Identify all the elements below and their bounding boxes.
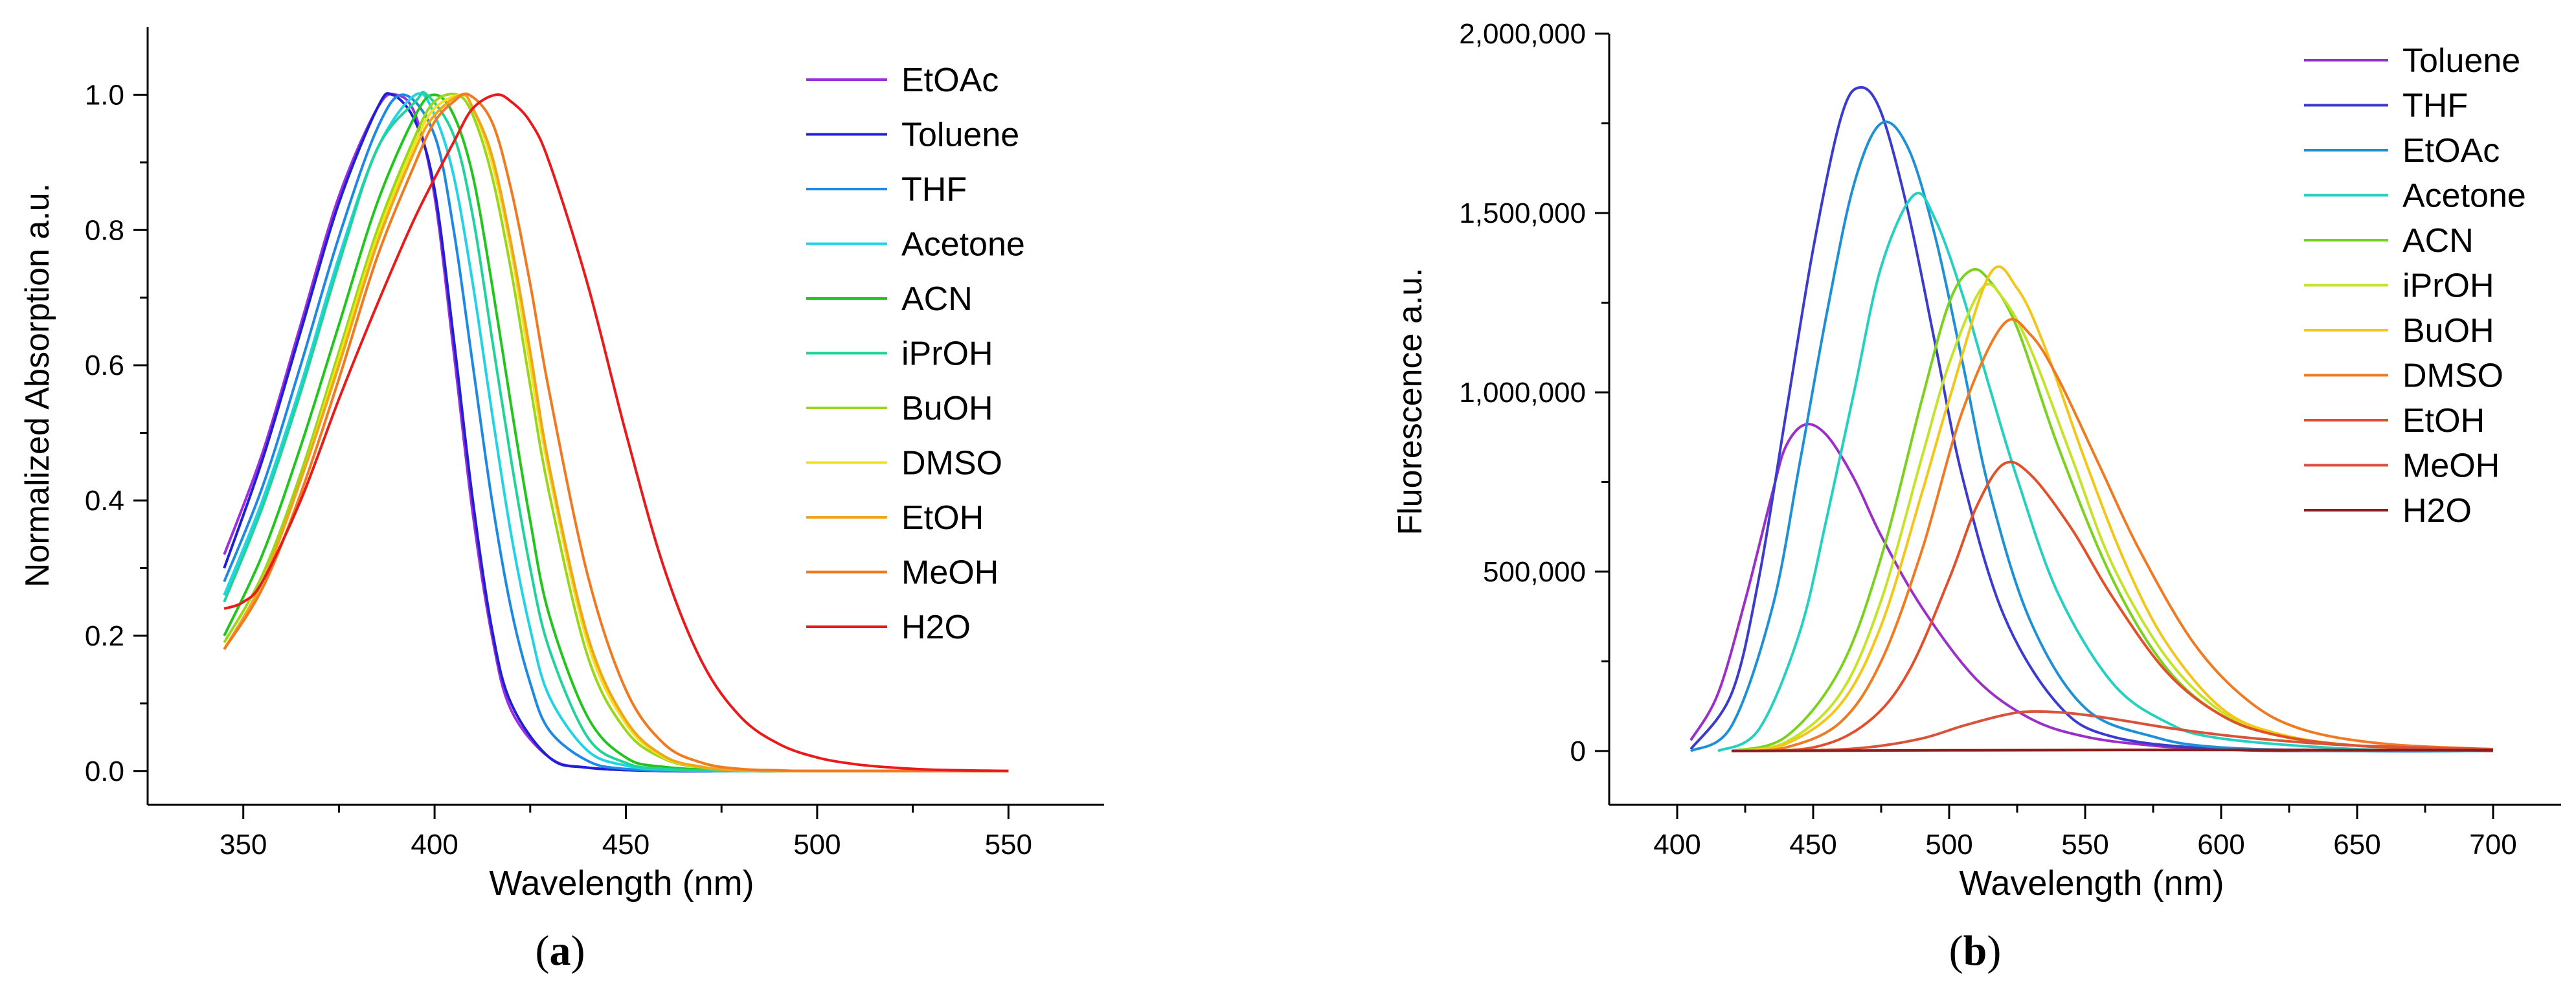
panel-b-series-meoh bbox=[1731, 710, 2494, 752]
panel-a-x-tick-label: 550 bbox=[985, 829, 1032, 860]
panel-a-y-tick-label: 0.4 bbox=[85, 485, 124, 517]
panel-a-xlabel: Wavelength (nm) bbox=[489, 864, 754, 903]
panel-a-series-meoh bbox=[223, 92, 1009, 772]
panel-b-series-etoh bbox=[1731, 460, 2494, 752]
panel-b-legend-label: EtOH bbox=[2402, 402, 2485, 440]
panel-a-ylabel: Normalized Absorption a.u. bbox=[19, 183, 56, 587]
panel-a-x-tick-label: 450 bbox=[602, 829, 650, 860]
panel-a-legend-label: DMSO bbox=[901, 445, 1002, 482]
panel-b-xlabel: Wavelength (nm) bbox=[1959, 864, 2224, 903]
panel-b-legend: Toluene THF EtOAc Acetone ACN iPrOH BuOH DMSO Et… bbox=[2304, 42, 2526, 530]
panel-b-legend-label: MeOH bbox=[2402, 447, 2500, 485]
panel-b-legend-label: Toluene bbox=[2402, 42, 2520, 80]
absorption-chart-panel-a: Normalized Absorption a.u. Wavelength (n… bbox=[19, 27, 1104, 974]
panel-b-legend-label: iPrOH bbox=[2402, 267, 2494, 305]
panel-b-series-thf bbox=[1689, 85, 2494, 753]
panel-b-series-dmso bbox=[1731, 318, 2494, 752]
panel-a-series-h2o bbox=[223, 93, 1009, 772]
panel-b-legend-label: DMSO bbox=[2402, 357, 2503, 395]
panel-b-series-buoh bbox=[1731, 265, 2494, 752]
panel-a-y-tick-label: 0.0 bbox=[85, 756, 124, 787]
panel-b-series-etoac bbox=[1689, 120, 2494, 753]
panel-b-series-acetone bbox=[1717, 192, 2494, 752]
panel-b-x-tick-label: 700 bbox=[2469, 829, 2516, 860]
panel-b-label-letter: b bbox=[1963, 927, 1987, 974]
panel-b-label: (b) bbox=[1949, 927, 2002, 974]
panel-a-legend-label: BuOH bbox=[901, 390, 993, 427]
panel-a-x-tick-label: 350 bbox=[220, 829, 267, 860]
panel-a-label: (a) bbox=[536, 927, 585, 974]
panel-a-series-iproh bbox=[223, 91, 1009, 773]
panel-a-y-tick-label: 1.0 bbox=[85, 79, 124, 111]
panel-b-y-tick-label: 1,000,000 bbox=[1459, 377, 1586, 409]
fluorescence-chart-panel-b: Fluorescence a.u. Wavelength (nm) (b) 40… bbox=[1392, 18, 2561, 974]
panel-b-y-tick-label: 500,000 bbox=[1483, 556, 1586, 588]
panel-a-x-tick-label: 500 bbox=[793, 829, 841, 860]
panel-a-legend-label: THF bbox=[901, 171, 967, 208]
panel-b-x-tick-label: 650 bbox=[2333, 829, 2380, 860]
panel-b-ylabel: Fluorescence a.u. bbox=[1392, 267, 1429, 535]
panel-b-y-tick-label: 2,000,000 bbox=[1459, 18, 1586, 50]
panel-b-series-h2o bbox=[1731, 748, 2494, 752]
panel-b-y-tick-label: 1,500,000 bbox=[1459, 197, 1586, 229]
panel-b-x-tick-label: 400 bbox=[1653, 829, 1700, 860]
panel-a-y-tick-label: 0.2 bbox=[85, 620, 124, 652]
panel-a-series-etoh bbox=[223, 93, 1009, 772]
panel-a-legend-label: iPrOH bbox=[901, 335, 993, 373]
panel-a-legend: EtOAc Toluene THF Acetone ACN iPrOH BuOH DMSO Et… bbox=[806, 62, 1025, 646]
panel-a-legend-label: Acetone bbox=[901, 226, 1025, 264]
panel-b-legend-label: EtOAc bbox=[2402, 132, 2500, 170]
panel-a-legend-label: H2O bbox=[901, 609, 971, 646]
panel-a-series-acn bbox=[223, 93, 1009, 773]
panel-b-x-tick-label: 550 bbox=[2061, 829, 2108, 860]
panel-b-legend-label: ACN bbox=[2402, 222, 2474, 260]
panel-b-x-tick-label: 450 bbox=[1789, 829, 1836, 860]
panel-a-x-tick-label: 400 bbox=[411, 829, 458, 860]
panel-b-x-tick-label: 500 bbox=[1925, 829, 1972, 860]
panel-a-label-letter: a bbox=[550, 927, 571, 974]
panel-a-legend-label: EtOH bbox=[901, 499, 984, 537]
panel-b-legend-label: THF bbox=[2402, 87, 2468, 125]
panel-a-y-tick-label: 0.8 bbox=[85, 214, 124, 246]
panel-a-y-tick-label: 0.6 bbox=[85, 350, 124, 381]
panel-a-legend-label: MeOH bbox=[901, 554, 999, 592]
panel-a-legend-label: EtOAc bbox=[901, 62, 999, 99]
panel-b-legend-label: H2O bbox=[2402, 492, 2472, 530]
panel-b-x-tick-label: 600 bbox=[2197, 829, 2244, 860]
panel-b-y-tick-label: 0 bbox=[1570, 736, 1586, 767]
panel-a-legend-label: ACN bbox=[901, 280, 973, 318]
panel-a-legend-label: Toluene bbox=[901, 117, 1019, 154]
panel-b-legend-label: BuOH bbox=[2402, 312, 2494, 350]
panel-b-legend-label: Acetone bbox=[2402, 177, 2526, 215]
